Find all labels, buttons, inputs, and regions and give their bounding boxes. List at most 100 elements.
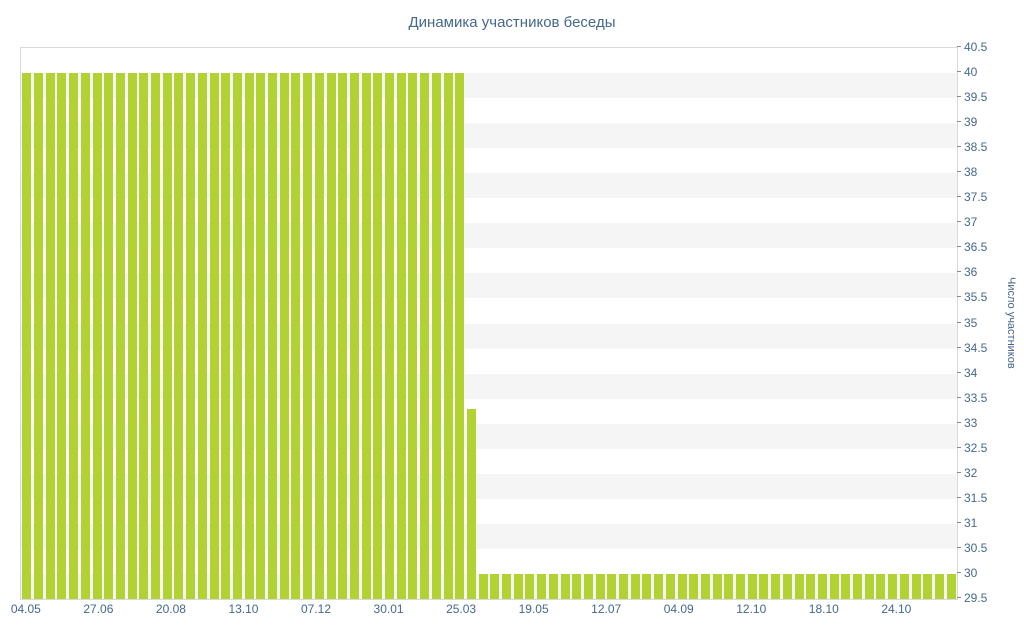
participants-bar[interactable] — [888, 573, 898, 599]
participants-bar[interactable] — [22, 73, 32, 599]
participants-bar[interactable] — [268, 73, 278, 599]
participants-bar[interactable] — [174, 73, 184, 599]
participants-bar[interactable] — [537, 573, 547, 599]
participants-bar[interactable] — [420, 73, 430, 599]
grid-stripe — [21, 48, 957, 73]
participants-bar[interactable] — [303, 73, 313, 599]
grid-stripe — [21, 73, 957, 99]
participants-bar[interactable] — [724, 573, 734, 599]
participants-bar[interactable] — [466, 408, 476, 599]
y-tick-mark — [957, 96, 961, 98]
y-tick-label: 31.5 — [964, 490, 988, 505]
participants-bar[interactable] — [186, 73, 196, 599]
participants-bar[interactable] — [712, 573, 722, 599]
participants-bar[interactable] — [478, 573, 488, 599]
participants-bar[interactable] — [244, 73, 254, 599]
participants-bar[interactable] — [69, 73, 79, 599]
participants-bar[interactable] — [642, 573, 652, 599]
y-tick-mark — [957, 71, 961, 73]
participants-bar[interactable] — [665, 573, 675, 599]
participants-bar[interactable] — [490, 573, 500, 599]
participants-bar[interactable] — [747, 573, 757, 599]
y-tick-mark — [957, 571, 961, 573]
participants-bar[interactable] — [560, 573, 570, 599]
participants-bar[interactable] — [314, 73, 324, 599]
participants-bar[interactable] — [45, 73, 55, 599]
participants-bar[interactable] — [923, 573, 933, 599]
y-tick-label: 29.5 — [964, 591, 988, 605]
participants-bar[interactable] — [209, 73, 219, 599]
participants-bar[interactable] — [794, 573, 804, 599]
participants-bar[interactable] — [899, 573, 909, 599]
participants-bar[interactable] — [853, 573, 863, 599]
participants-bar[interactable] — [104, 73, 114, 599]
participants-bar[interactable] — [455, 73, 465, 599]
participants-bar[interactable] — [817, 573, 827, 599]
participants-bar[interactable] — [806, 573, 816, 599]
x-tick-label: 24.10 — [881, 602, 912, 616]
plot-area — [20, 47, 958, 600]
participants-bar[interactable] — [396, 73, 406, 599]
y-tick-label: 39 — [964, 115, 978, 130]
grid-stripe — [21, 148, 957, 173]
participants-bar[interactable] — [689, 573, 699, 599]
y-tick-mark — [957, 196, 961, 198]
y-tick-mark — [957, 171, 961, 173]
participants-bar[interactable] — [864, 573, 874, 599]
participants-bar[interactable] — [677, 573, 687, 599]
participants-bar[interactable] — [759, 573, 769, 599]
participants-bar[interactable] — [431, 73, 441, 599]
participants-bar[interactable] — [782, 573, 792, 599]
participants-bar[interactable] — [619, 573, 629, 599]
grid-stripe — [21, 399, 957, 424]
participants-bar[interactable] — [279, 73, 289, 599]
participants-bar[interactable] — [654, 573, 664, 599]
participants-bar[interactable] — [151, 73, 161, 599]
participants-bar[interactable] — [256, 73, 266, 599]
participants-bar[interactable] — [829, 573, 839, 599]
participants-bar[interactable] — [92, 73, 102, 599]
y-tick-label: 33.5 — [964, 390, 988, 405]
participants-bar[interactable] — [162, 73, 172, 599]
participants-bar[interactable] — [197, 73, 207, 599]
y-tick-label: 34 — [964, 365, 978, 380]
participants-bar[interactable] — [607, 573, 617, 599]
participants-bar[interactable] — [876, 573, 886, 599]
participants-bar[interactable] — [911, 573, 921, 599]
participants-bar[interactable] — [443, 73, 453, 599]
participants-bar[interactable] — [595, 573, 605, 599]
participants-bar[interactable] — [502, 573, 512, 599]
participants-bar[interactable] — [630, 573, 640, 599]
participants-bar[interactable] — [946, 573, 956, 599]
participants-bar[interactable] — [771, 573, 781, 599]
participants-bar[interactable] — [408, 73, 418, 599]
participants-bar[interactable] — [57, 73, 67, 599]
participants-bar[interactable] — [841, 573, 851, 599]
y-tick-mark — [957, 271, 961, 273]
participants-bar[interactable] — [80, 73, 90, 599]
participants-bar[interactable] — [700, 573, 710, 599]
participants-bar[interactable] — [338, 73, 348, 599]
participants-bar[interactable] — [34, 73, 44, 599]
participants-bar[interactable] — [525, 573, 535, 599]
participants-bar[interactable] — [548, 573, 558, 599]
participants-bar[interactable] — [385, 73, 395, 599]
participants-bar[interactable] — [127, 73, 137, 599]
participants-bar[interactable] — [361, 73, 371, 599]
participants-bar[interactable] — [221, 73, 231, 599]
grid-stripe — [21, 573, 957, 599]
participants-bar[interactable] — [934, 573, 944, 599]
participants-bar[interactable] — [373, 73, 383, 599]
participants-bar[interactable] — [326, 73, 336, 599]
y-tick-mark — [957, 346, 961, 348]
participants-bar[interactable] — [513, 573, 523, 599]
participants-bar[interactable] — [736, 573, 746, 599]
grid-stripe — [21, 298, 957, 323]
participants-bar[interactable] — [139, 73, 149, 599]
participants-bar[interactable] — [291, 73, 301, 599]
participants-bar[interactable] — [115, 73, 125, 599]
participants-bar[interactable] — [583, 573, 593, 599]
participants-bar[interactable] — [349, 73, 359, 599]
participants-bar[interactable] — [572, 573, 582, 599]
participants-bar[interactable] — [232, 73, 242, 599]
